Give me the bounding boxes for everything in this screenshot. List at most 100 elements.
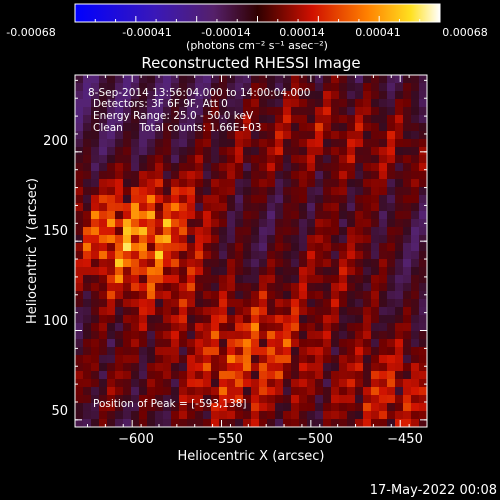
- heatmap-cell: [267, 411, 276, 420]
- heatmap-cell: [139, 99, 148, 108]
- heatmap-cell: [267, 283, 276, 292]
- heatmap-cell: [379, 107, 388, 116]
- heatmap-cell: [419, 331, 427, 340]
- heatmap-cell: [75, 323, 84, 332]
- heatmap-cell: [339, 355, 348, 364]
- heatmap-cell: [395, 227, 404, 236]
- heatmap-cell: [291, 307, 300, 316]
- heatmap-cell: [379, 299, 388, 308]
- heatmap-cell: [323, 371, 332, 380]
- heatmap-cell: [267, 83, 276, 92]
- heatmap-cell: [259, 243, 268, 252]
- time-range-annotation: 8-Sep-2014 13:56:04.000 to 14:00:04.000: [88, 87, 310, 99]
- heatmap-cell: [219, 147, 228, 156]
- heatmap-cell: [147, 179, 156, 188]
- heatmap-cell: [171, 339, 180, 348]
- heatmap-cell: [371, 243, 380, 252]
- heatmap-cell: [235, 387, 244, 396]
- heatmap-cell: [395, 315, 404, 324]
- heatmap-cell: [275, 219, 284, 228]
- heatmap-cell: [83, 163, 92, 172]
- heatmap-cell: [395, 291, 404, 300]
- heatmap-cell: [299, 131, 308, 140]
- heatmap-cell: [187, 211, 196, 220]
- heatmap-cell: [83, 75, 92, 84]
- heatmap-cell: [371, 339, 380, 348]
- heatmap-cell: [91, 379, 100, 388]
- heatmap-cell: [395, 387, 404, 396]
- heatmap-cell: [267, 251, 276, 260]
- heatmap-cell: [203, 259, 212, 268]
- heatmap-cell: [155, 211, 164, 220]
- heatmap-cell: [267, 211, 276, 220]
- heatmap-cell: [163, 339, 172, 348]
- heatmap-cell: [115, 195, 124, 204]
- heatmap-cell: [227, 371, 236, 380]
- heatmap-cell: [267, 75, 276, 84]
- heatmap-cell: [275, 211, 284, 220]
- heatmap-cell: [211, 307, 220, 316]
- heatmap-cell: [171, 411, 180, 420]
- heatmap-cell: [355, 99, 364, 108]
- heatmap-cell: [187, 155, 196, 164]
- heatmap-cell: [299, 275, 308, 284]
- heatmap-cell: [187, 235, 196, 244]
- heatmap-cell: [291, 227, 300, 236]
- heatmap-cell: [91, 123, 100, 132]
- heatmap-cell: [75, 147, 84, 156]
- heatmap-cell: [251, 403, 260, 412]
- colorbar-units: (photons cm⁻² s⁻¹ asec⁻²): [186, 39, 328, 52]
- heatmap-cell: [179, 411, 188, 420]
- heatmap-cell: [139, 403, 148, 412]
- heatmap-cell: [99, 307, 108, 316]
- heatmap-cell: [227, 155, 236, 164]
- heatmap-cell: [171, 235, 180, 244]
- heatmap-cell: [379, 91, 388, 100]
- heatmap-cell: [363, 131, 372, 140]
- heatmap-cell: [75, 339, 84, 348]
- heatmap-cell: [411, 411, 420, 420]
- heatmap-cell: [179, 315, 188, 324]
- heatmap-cell: [227, 363, 236, 372]
- heatmap-cell: [347, 283, 356, 292]
- heatmap-cell: [163, 139, 172, 148]
- heatmap-cell: [75, 91, 84, 100]
- heatmap-cell: [187, 195, 196, 204]
- heatmap-cell: [83, 259, 92, 268]
- heatmap-cell: [115, 307, 124, 316]
- heatmap-cell: [203, 235, 212, 244]
- heatmap-cell: [267, 107, 276, 116]
- heatmap-cell: [83, 323, 92, 332]
- heatmap-cell: [91, 179, 100, 188]
- heatmap-cell: [155, 395, 164, 404]
- heatmap-cell: [315, 211, 324, 220]
- heatmap-cell: [403, 347, 412, 356]
- heatmap-cell: [387, 155, 396, 164]
- heatmap-cell: [315, 387, 324, 396]
- heatmap-cell: [147, 83, 156, 92]
- heatmap-cell: [243, 267, 252, 276]
- heatmap-cell: [83, 355, 92, 364]
- heatmap-cell: [227, 323, 236, 332]
- heatmap-cell: [403, 331, 412, 340]
- heatmap-cell: [251, 379, 260, 388]
- heatmap-cell: [355, 379, 364, 388]
- heatmap-cell: [123, 339, 132, 348]
- heatmap-cell: [187, 163, 196, 172]
- heatmap-cell: [251, 115, 260, 124]
- heatmap-cell: [251, 283, 260, 292]
- heatmap-cell: [187, 251, 196, 260]
- heatmap-cell: [107, 355, 116, 364]
- heatmap-cell: [195, 187, 204, 196]
- heatmap-cell: [171, 139, 180, 148]
- heatmap-cell: [107, 155, 116, 164]
- heatmap-cell: [259, 99, 268, 108]
- heatmap-cell: [123, 115, 132, 124]
- heatmap-cell: [131, 275, 140, 284]
- heatmap-cell: [339, 251, 348, 260]
- heatmap-cell: [419, 259, 427, 268]
- heatmap-cell: [139, 163, 148, 172]
- heatmap-cell: [355, 155, 364, 164]
- colorbar-ticks: [74, 16, 441, 22]
- heatmap-cell: [139, 387, 148, 396]
